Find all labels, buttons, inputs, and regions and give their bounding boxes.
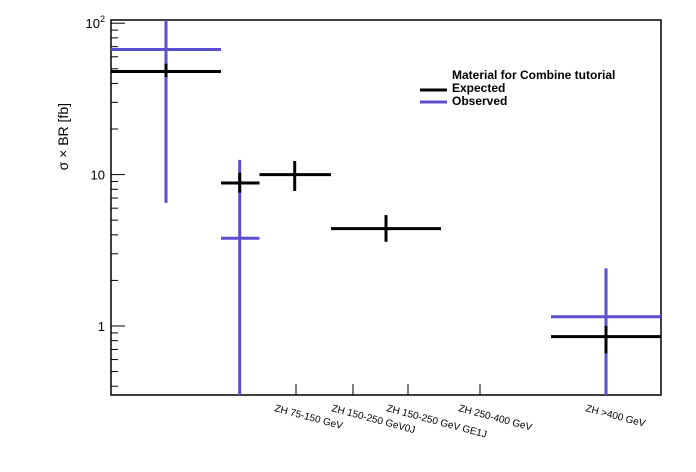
y-axis: 1 10 102 bbox=[86, 14, 125, 387]
y-tick-label: 10 bbox=[91, 168, 105, 183]
plot-frame bbox=[110, 19, 662, 396]
legend-label-expected: Expected bbox=[452, 81, 505, 95]
y-axis-title: σ × BR [fb] bbox=[55, 103, 71, 170]
x-category-label: ZH >400 GeV bbox=[584, 403, 646, 430]
series-expected bbox=[111, 63, 661, 354]
legend-label-observed: Observed bbox=[452, 94, 507, 108]
legend: Material for Combine tutorial Expected O… bbox=[420, 68, 615, 108]
series-layer bbox=[111, 20, 661, 395]
y-tick-label: 1 bbox=[98, 319, 105, 334]
series-observed bbox=[111, 20, 661, 395]
y-tick-label: 102 bbox=[86, 14, 105, 31]
legend-title: Material for Combine tutorial bbox=[452, 68, 615, 82]
